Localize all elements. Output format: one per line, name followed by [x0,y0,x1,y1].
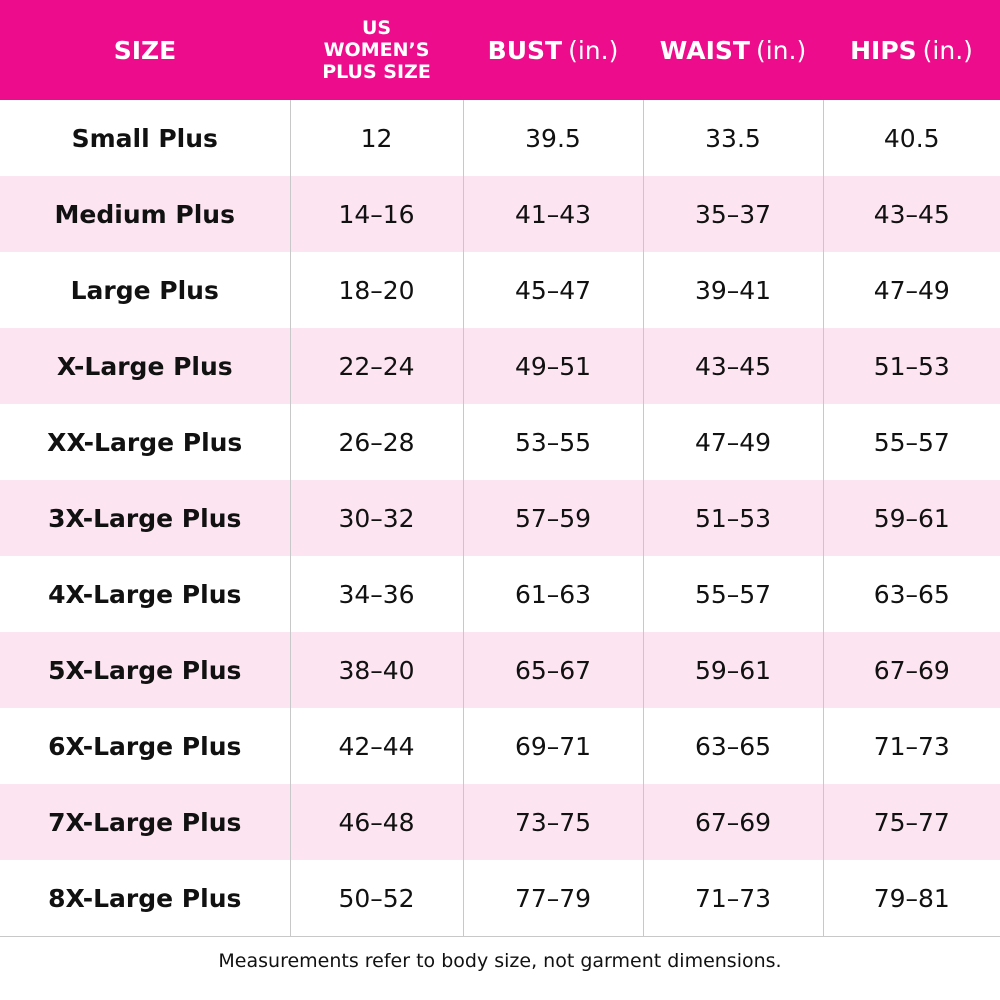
measure-cell: 39–41 [642,252,824,328]
measure-cell: 69–71 [462,708,644,784]
measure-cell: 77–79 [462,860,644,937]
measure-cell: 61–63 [462,556,644,632]
header-cell: US WOMEN’S PLUS SIZE [290,0,463,100]
measure-cell: 59–61 [642,632,824,708]
table-row: Small Plus 12 39.5 33.5 40.5 [0,100,1000,176]
size-name: XX-Large Plus [0,404,291,480]
footnote: Measurements refer to body size, not gar… [218,950,782,972]
size-name: 5X-Large Plus [0,632,291,708]
header-unit: (in.) [568,35,619,65]
size-name: Large Plus [0,252,291,328]
size-name: 6X-Large Plus [0,708,291,784]
table-body: Small Plus 12 39.5 33.5 40.5 Medium Plus 14–16… [0,100,1000,937]
header-unit: (in.) [755,35,807,65]
measure-cell: 26–28 [289,404,464,480]
measure-cell: 55–57 [642,556,824,632]
table-row: XX-Large Plus 26–28 53–55 47–49 55–57 [0,404,1000,480]
table-row: 3X-Large Plus 30–32 57–59 51–53 59–61 [0,480,1000,556]
measure-cell: 79–81 [822,860,1000,937]
header-title: BUST [487,35,563,65]
measure-cell: 71–73 [822,708,1000,784]
measure-cell: 46–48 [289,784,464,860]
header-cell: BUST (in.) [463,0,643,100]
measure-cell: 63–65 [822,556,1000,632]
measure-cell: 59–61 [822,480,1000,556]
measure-cell: 14–16 [289,176,464,252]
measure-cell: 51–53 [642,480,824,556]
size-name: 7X-Large Plus [0,784,291,860]
table-row: X-Large Plus 22–24 49–51 43–45 51–53 [0,328,1000,404]
size-name: 3X-Large Plus [0,480,291,556]
measure-cell: 49–51 [462,328,644,404]
measure-cell: 53–55 [462,404,644,480]
measure-cell: 40.5 [822,100,1000,176]
header-title: SIZE [113,35,177,65]
measure-cell: 12 [289,100,464,176]
header-row: SIZE US WOMEN’S PLUS SIZE BUST (in.) WAIST (i… [0,0,1000,100]
measure-cell: 67–69 [642,784,824,860]
measure-cell: 42–44 [289,708,464,784]
measure-cell: 50–52 [289,860,464,937]
table-row: 6X-Large Plus 42–44 69–71 63–65 71–73 [0,708,1000,784]
measure-cell: 57–59 [462,480,644,556]
measure-cell: 55–57 [822,404,1000,480]
measure-cell: 30–32 [289,480,464,556]
header-title: WAIST [659,35,750,65]
size-name: Small Plus [0,100,291,176]
header-cell: HIPS (in.) [823,0,1000,100]
measure-cell: 35–37 [642,176,824,252]
size-name: 4X-Large Plus [0,556,291,632]
header-cell: WAIST (in.) [643,0,823,100]
measure-cell: 75–77 [822,784,1000,860]
measure-cell: 63–65 [642,708,824,784]
header-title: HIPS [850,35,917,65]
measure-cell: 41–43 [462,176,644,252]
measure-cell: 71–73 [642,860,824,937]
table-row: 4X-Large Plus 34–36 61–63 55–57 63–65 [0,556,1000,632]
measure-cell: 18–20 [289,252,464,328]
measure-cell: 39.5 [462,100,644,176]
measure-cell: 73–75 [462,784,644,860]
measure-cell: 47–49 [822,252,1000,328]
measure-cell: 67–69 [822,632,1000,708]
size-name: X-Large Plus [0,328,291,404]
header-unit: (in.) [922,35,973,65]
header-title: US WOMEN’S PLUS SIZE [322,17,431,83]
measure-cell: 34–36 [289,556,464,632]
size-table: SIZE US WOMEN’S PLUS SIZE BUST (in.) WAIST (i… [0,0,1000,937]
table-row: 5X-Large Plus 38–40 65–67 59–61 67–69 [0,632,1000,708]
header-cell: SIZE [0,0,290,100]
measure-cell: 47–49 [642,404,824,480]
measure-cell: 65–67 [462,632,644,708]
measure-cell: 33.5 [642,100,824,176]
measure-cell: 22–24 [289,328,464,404]
table-row: Large Plus 18–20 45–47 39–41 47–49 [0,252,1000,328]
measure-cell: 38–40 [289,632,464,708]
measure-cell: 43–45 [642,328,824,404]
size-name: 8X-Large Plus [0,860,291,937]
table-row: 8X-Large Plus 50–52 77–79 71–73 79–81 [0,860,1000,937]
measure-cell: 43–45 [822,176,1000,252]
size-name: Medium Plus [0,176,291,252]
table-row: 7X-Large Plus 46–48 73–75 67–69 75–77 [0,784,1000,860]
table-row: Medium Plus 14–16 41–43 35–37 43–45 [0,176,1000,252]
measure-cell: 45–47 [462,252,644,328]
measure-cell: 51–53 [822,328,1000,404]
